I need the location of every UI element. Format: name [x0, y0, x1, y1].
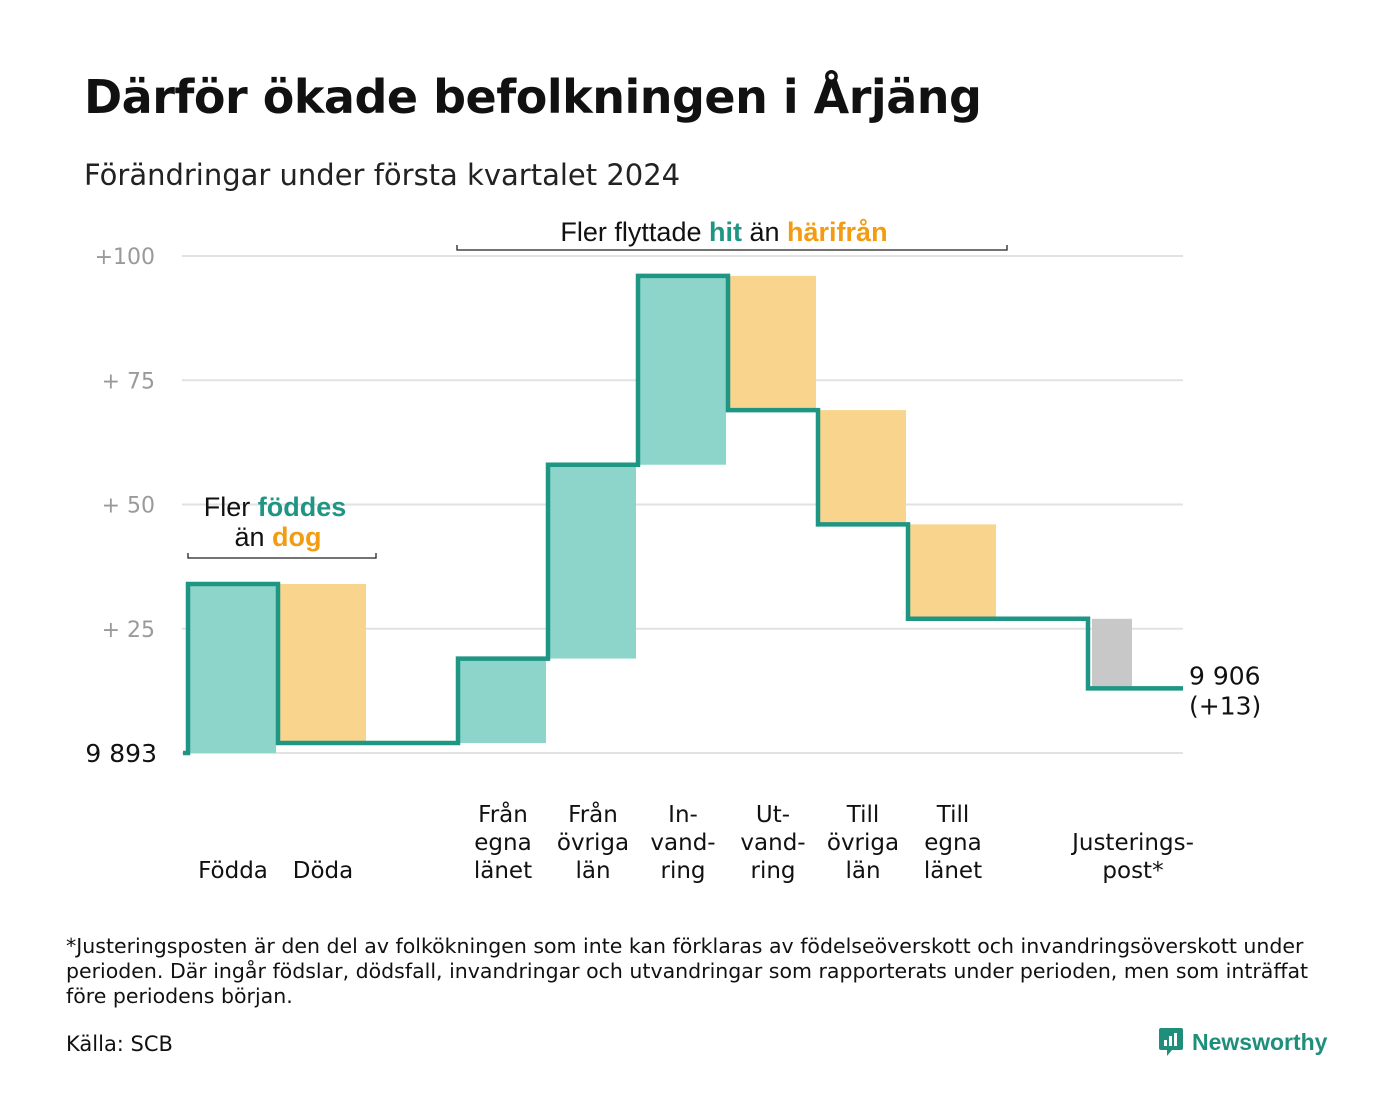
annotation-text: Fler flyttade: [560, 217, 701, 247]
bar-decrease: [820, 410, 906, 525]
annotation-bracket: [456, 245, 1008, 251]
x-axis-label: länet: [924, 858, 982, 884]
newsworthy-logo: Newsworthy: [1158, 1026, 1327, 1058]
chart-subtitle: Förändringar under första kvartalet 2024: [84, 158, 681, 192]
annotation-text: Fler: [204, 492, 251, 522]
y-tick-label: + 75: [102, 369, 155, 394]
births-annotation-line1: Fler föddes: [204, 492, 347, 522]
x-axis-label: Ut-: [756, 802, 790, 828]
y-tick-label: +100: [95, 245, 155, 270]
footnote: *Justeringsposten är den del av folkökni…: [66, 934, 1309, 1008]
end-value-label: (+13): [1189, 691, 1261, 720]
bar-decrease: [280, 584, 366, 744]
annotation-text: än: [234, 522, 264, 552]
value-labels: 9 893 9 906(+13): [85, 661, 1261, 768]
y-tick-label: + 25: [102, 618, 155, 643]
bar-increase: [190, 584, 276, 753]
x-axis-labels: Födda DödaFrånegnalänetFrånövrigalänIn-va…: [198, 800, 1194, 884]
annotation-highlight: dog: [265, 522, 322, 552]
x-axis-label: vand-: [650, 830, 715, 856]
x-axis-label: Till: [846, 802, 880, 828]
x-axis-label: Till: [936, 802, 970, 828]
x-axis-label: In-: [668, 802, 698, 828]
y-tick-label: + 50: [102, 494, 155, 519]
x-axis-label: länet: [474, 858, 532, 884]
x-axis-label: övriga: [557, 830, 629, 856]
bar-adjustment: [1092, 618, 1132, 689]
brand-name: Newsworthy: [1192, 1028, 1328, 1055]
waterfall-step-line: [183, 273, 1183, 756]
x-axis-label: övriga: [827, 830, 899, 856]
births-annotation-line2: än dog: [234, 522, 321, 552]
x-axis-label: Från: [478, 800, 528, 828]
end-value-label: 9 906: [1189, 661, 1261, 690]
start-value-label: 9 893: [85, 739, 157, 768]
x-axis-label: ring: [660, 858, 705, 884]
annotation-text: än: [742, 217, 780, 247]
x-axis-label: vand-: [740, 830, 805, 856]
newsworthy-chat-chart-icon: [1159, 1028, 1183, 1056]
migration-annotation: Fler flyttade hit än härifrån: [560, 217, 887, 247]
x-axis-label: Döda: [293, 858, 353, 884]
x-axis-label: ring: [750, 858, 795, 884]
source-credit: Källa: SCB: [66, 1032, 173, 1056]
x-axis-label: län: [575, 858, 610, 884]
chart-title: Därför ökade befolkningen i Årjäng: [84, 70, 982, 124]
x-axis-label: Från: [568, 800, 618, 828]
x-axis-label: egna: [474, 830, 531, 856]
annotation-highlight: hit: [701, 217, 742, 247]
bar-increase: [460, 658, 546, 744]
x-axis-label: post*: [1102, 858, 1163, 884]
x-axis-label: egna: [924, 830, 981, 856]
annotation-highlight: föddes: [250, 492, 346, 522]
x-axis-label: län: [845, 858, 880, 884]
bar-decrease: [730, 275, 816, 411]
x-axis-label: Justerings-: [1070, 830, 1194, 856]
bar-decrease: [910, 524, 996, 619]
step-line: [183, 273, 1183, 756]
x-axis-label: Födda: [198, 858, 268, 884]
y-axis-ticks: + 25 + 50 + 75 +100: [95, 245, 155, 643]
annotation-highlight: härifrån: [780, 217, 888, 247]
bars: [190, 275, 1132, 753]
bar-increase: [640, 275, 726, 465]
gridlines: [182, 255, 1183, 754]
waterfall-chart: + 25+ 50+ 75+100 Födda DödaFrånegnalänetF…: [85, 217, 1261, 884]
annotation-bracket: [187, 553, 377, 559]
bar-increase: [550, 464, 636, 659]
